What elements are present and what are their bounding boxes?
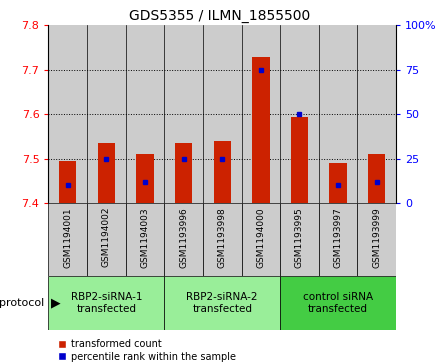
Text: RBP2-siRNA-2
transfected: RBP2-siRNA-2 transfected: [187, 292, 258, 314]
Bar: [48, 276, 164, 330]
Text: ▶: ▶: [51, 297, 60, 310]
Text: GSM1194001: GSM1194001: [63, 207, 72, 268]
Bar: [164, 276, 280, 330]
Bar: [280, 276, 396, 330]
Bar: [48, 203, 87, 276]
Bar: [242, 25, 280, 203]
Bar: [242, 203, 280, 276]
Bar: [319, 203, 357, 276]
Bar: [280, 25, 319, 203]
Bar: [203, 203, 242, 276]
Text: GSM1193996: GSM1193996: [179, 207, 188, 268]
Bar: [126, 25, 164, 203]
Bar: [87, 203, 126, 276]
Bar: [368, 154, 385, 203]
Bar: [136, 154, 154, 203]
Bar: [330, 163, 347, 203]
Text: RBP2-siRNA-1
transfected: RBP2-siRNA-1 transfected: [70, 292, 142, 314]
Text: GSM1193999: GSM1193999: [372, 207, 381, 268]
Bar: [87, 25, 126, 203]
Bar: [48, 25, 87, 203]
Bar: [203, 25, 242, 203]
Text: GSM1194002: GSM1194002: [102, 207, 111, 268]
Text: GSM1193998: GSM1193998: [218, 207, 227, 268]
Bar: [291, 117, 308, 203]
Bar: [164, 25, 203, 203]
Bar: [175, 143, 192, 203]
Bar: [357, 203, 396, 276]
Text: control siRNA
transfected: control siRNA transfected: [303, 292, 373, 314]
Bar: [357, 25, 396, 203]
Bar: [252, 57, 270, 203]
Text: GSM1194000: GSM1194000: [257, 207, 265, 268]
Bar: [280, 203, 319, 276]
Bar: [164, 203, 203, 276]
Bar: [213, 141, 231, 203]
Bar: [319, 25, 357, 203]
Text: protocol: protocol: [0, 298, 44, 308]
Bar: [126, 203, 164, 276]
Text: GSM1193995: GSM1193995: [295, 207, 304, 268]
Text: GSM1194003: GSM1194003: [140, 207, 150, 268]
Text: GDS5355 / ILMN_1855500: GDS5355 / ILMN_1855500: [129, 9, 311, 23]
Bar: [98, 143, 115, 203]
Legend: transformed count, percentile rank within the sample: transformed count, percentile rank withi…: [53, 335, 240, 363]
Text: GSM1193997: GSM1193997: [334, 207, 343, 268]
Bar: [59, 161, 77, 203]
